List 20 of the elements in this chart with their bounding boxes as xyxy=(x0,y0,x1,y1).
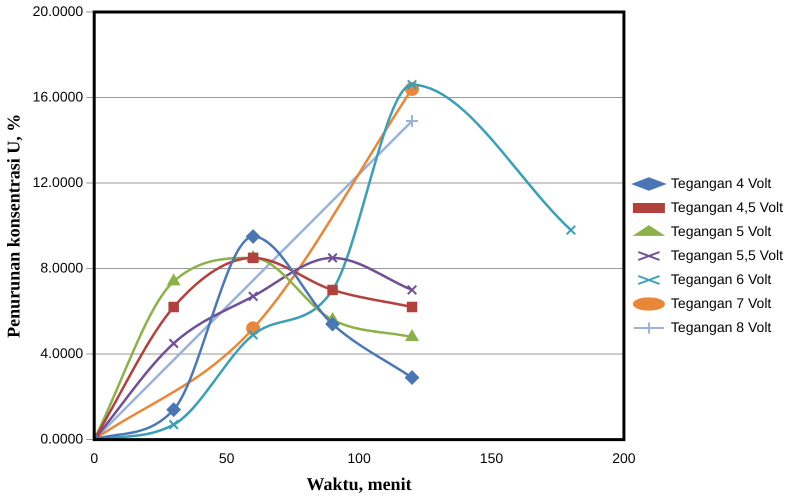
y-tick-label: 20.0000 xyxy=(32,2,84,19)
legend-label: Tegangan 5,5 Volt xyxy=(670,246,784,263)
legend-label: Tegangan 8 Volt xyxy=(670,318,772,335)
y-tick-label: 8.0000 xyxy=(40,259,84,276)
x-tick-label: 0 xyxy=(90,450,98,466)
x-tick-label: 50 xyxy=(218,450,235,466)
x-tick-label: 100 xyxy=(347,450,371,466)
y-tick-label: 12.0000 xyxy=(32,174,84,190)
y-tick-label: 0.0000 xyxy=(40,430,84,446)
legend-label: Tegangan 4 Volt xyxy=(670,174,772,191)
x-tick-label: 200 xyxy=(612,450,636,466)
y-axis-title: Penurunan konsentrasi U, % xyxy=(3,114,24,338)
legend-label: Tegangan 6 Volt xyxy=(670,270,772,287)
x-tick-label: 150 xyxy=(480,450,504,466)
legend-label: Tegangan 4,5 Volt xyxy=(670,198,784,215)
legend-label: Tegangan 7 Volt xyxy=(670,294,772,311)
y-tick-label: 16.0000 xyxy=(32,88,84,104)
x-axis-title: Waktu, menit xyxy=(306,474,412,494)
y-tick-label: 4.0000 xyxy=(40,344,84,361)
legend-label: Tegangan 5 Volt xyxy=(670,222,772,239)
